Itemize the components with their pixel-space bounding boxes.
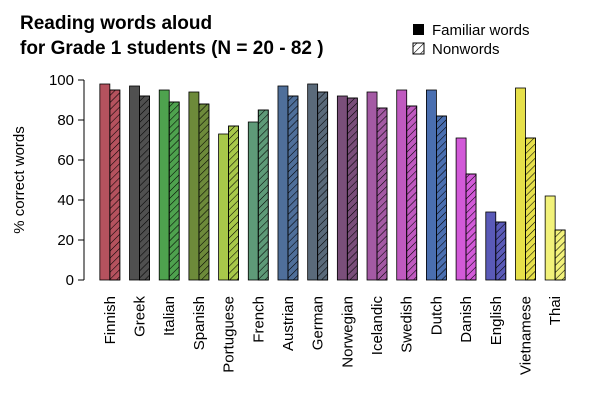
legend-swatch-familiar (413, 24, 424, 35)
bar-portuguese-familiar (218, 133, 229, 281)
legend-label-familiar: Familiar words (432, 22, 530, 39)
x-tick-label: Portuguese (221, 296, 238, 373)
x-tick-label: Italian (161, 296, 178, 336)
bar-italian-familiar (158, 89, 170, 281)
bar-thai-familiar (544, 195, 556, 281)
x-tick-label: Norwegian (339, 296, 356, 368)
x-tick-label: French (250, 296, 267, 343)
bar-hatch-icelandic (376, 107, 388, 281)
x-tick-label: Spanish (191, 296, 208, 350)
bar-hatch-vietnamese (525, 137, 536, 281)
bar-english-familiar (485, 211, 497, 281)
y-axis: 0 20 40 60 80 100 (49, 72, 85, 289)
bar-hatch-greek (139, 95, 150, 281)
bar-vietnamese-familiar (515, 87, 526, 281)
bar-greek-familiar (129, 85, 140, 281)
bar-dutch-familiar (426, 89, 437, 281)
y-tick-label: 40 (57, 192, 74, 209)
y-tick-label: 0 (66, 272, 74, 289)
bar-hatch-swedish (406, 105, 418, 281)
bar-norwegian-familiar (336, 95, 348, 281)
y-tick-label: 20 (57, 232, 74, 249)
x-tick-label: German (310, 296, 327, 350)
bar-hatch-austrian (287, 95, 299, 281)
x-tick-label: Swedish (399, 296, 416, 353)
x-tick-label: Greek (132, 296, 149, 337)
bar-finnish-familiar (99, 83, 111, 281)
bar-hatch-norwegian (346, 97, 358, 281)
bars (99, 83, 566, 281)
chart-title-line-1: Reading words aloud (20, 13, 212, 34)
x-axis-labels: Finnish Greek Italian Spanish Portuguese Fren… (102, 296, 564, 375)
x-tick-label: Finnish (102, 296, 119, 344)
bar-german-familiar (307, 83, 319, 281)
bar-hatch-danish (465, 173, 477, 281)
y-tick-label: 80 (57, 112, 74, 129)
bar-swedish-familiar (396, 89, 408, 281)
x-tick-label: Dutch (428, 296, 445, 335)
bar-hatch-french (257, 109, 269, 281)
x-tick-label: Thai (547, 296, 564, 325)
bar-hatch-german (317, 91, 329, 281)
legend-swatch-nonwords (412, 42, 425, 55)
bar-hatch-finnish (109, 89, 121, 281)
legend: Familiar words Nonwords (412, 22, 530, 58)
bar-hatch-spanish (198, 103, 210, 281)
y-tick-label: 100 (49, 72, 74, 89)
y-tick-label: 60 (57, 152, 74, 169)
bar-french-familiar (247, 121, 259, 281)
x-tick-label: English (488, 296, 505, 345)
bar-icelandic-familiar (366, 91, 378, 281)
x-tick-label: Danish (458, 296, 475, 343)
bar-hatch-dutch (436, 115, 447, 281)
x-tick-label: Icelandic (369, 296, 386, 356)
bar-spanish-familiar (188, 91, 200, 281)
chart-title-line-2: for Grade 1 students (N = 20 - 82 ) (20, 38, 324, 59)
legend-label-nonwords: Nonwords (432, 41, 500, 58)
bar-hatch-portuguese (228, 125, 239, 281)
bar-hatch-thai (554, 229, 566, 281)
bar-austrian-familiar (277, 85, 289, 281)
bar-hatch-italian (168, 101, 180, 281)
y-axis-label: % correct words (11, 126, 28, 234)
x-tick-label: Vietnamese (517, 296, 534, 375)
bar-danish-familiar (455, 137, 467, 281)
bar-hatch-english (495, 221, 507, 281)
x-tick-label: Austrian (280, 296, 297, 351)
